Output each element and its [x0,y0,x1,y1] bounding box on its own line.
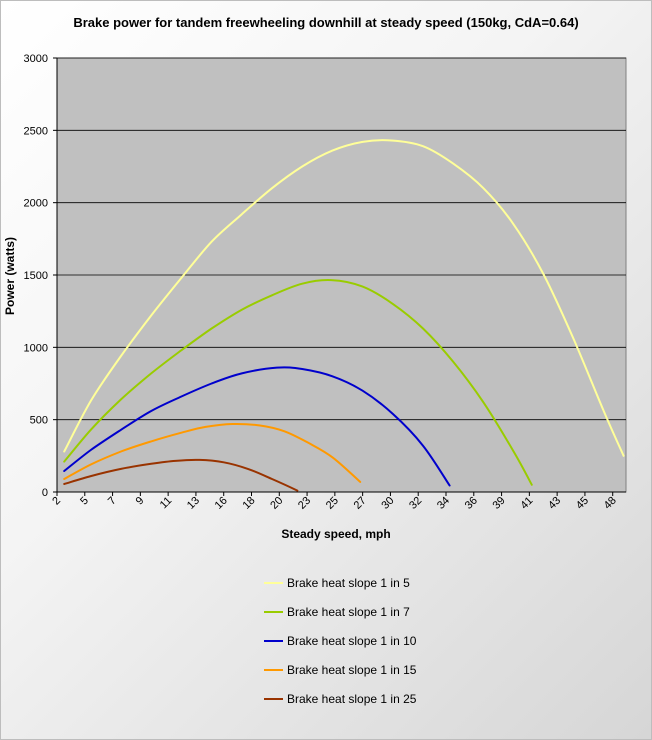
x-tick-label: 48 [602,495,619,512]
series-line [63,139,625,457]
y-tick-label: 500 [30,415,48,427]
x-tick-label: 34 [435,495,452,512]
x-axis-label: Steady speed, mph [281,527,390,541]
y-axis-label: Power (watts) [3,237,17,315]
legend-item: Brake heat slope 1 in 7 [264,605,410,619]
y-tick-label: 1500 [24,270,48,282]
legend: Brake heat slope 1 in 5 Brake heat slope … [264,576,417,706]
x-tick-label: 2 [50,495,63,508]
y-axis: 0 500 1000 1500 2000 2500 3000 [24,53,57,499]
x-tick-label: 13 [185,495,202,512]
legend-label: Brake heat slope 1 in 25 [287,692,417,706]
x-tick-label: 36 [463,495,480,512]
x-tick-label: 32 [407,495,424,512]
legend-item: Brake heat slope 1 in 25 [264,692,417,706]
x-tick-label: 7 [106,495,119,508]
y-tick-label: 3000 [24,53,48,65]
chart-title: Brake power for tandem freewheeling down… [73,15,578,30]
x-tick-label: 11 [158,495,175,512]
x-tick-label: 30 [379,495,396,512]
series-lines [63,139,625,492]
x-tick-label: 43 [546,495,563,512]
legend-label: Brake heat slope 1 in 5 [287,576,410,590]
legend-label: Brake heat slope 1 in 10 [287,634,417,648]
series-line [63,279,533,486]
x-tick-label: 18 [240,495,257,512]
y-tick-label: 1000 [24,342,48,354]
series-line [63,458,299,492]
x-tick-label: 25 [324,495,341,512]
series-line [63,366,451,487]
y-tick-label: 0 [42,487,48,499]
x-tick-label: 27 [352,495,369,512]
y-tick-label: 2000 [24,198,48,210]
x-tick-label: 23 [296,495,313,512]
x-tick-label: 45 [574,495,591,512]
x-axis: 2 5 7 9 11 13 16 18 20 23 25 27 30 32 34 36 39 41 43 45 48 [50,58,626,512]
gridlines [57,57,626,493]
legend-label: Brake heat slope 1 in 7 [287,605,410,619]
x-tick-label: 9 [134,495,147,508]
x-tick-label: 20 [268,495,285,512]
legend-item: Brake heat slope 1 in 5 [264,576,410,590]
legend-label: Brake heat slope 1 in 15 [287,663,417,677]
x-tick-label: 16 [213,495,230,512]
legend-item: Brake heat slope 1 in 15 [264,663,417,677]
x-tick-label: 5 [78,495,91,508]
legend-item: Brake heat slope 1 in 10 [264,634,417,648]
x-tick-label: 41 [518,495,535,512]
series-line [63,422,362,483]
x-tick-label: 39 [491,495,508,512]
y-tick-label: 2500 [24,125,48,137]
